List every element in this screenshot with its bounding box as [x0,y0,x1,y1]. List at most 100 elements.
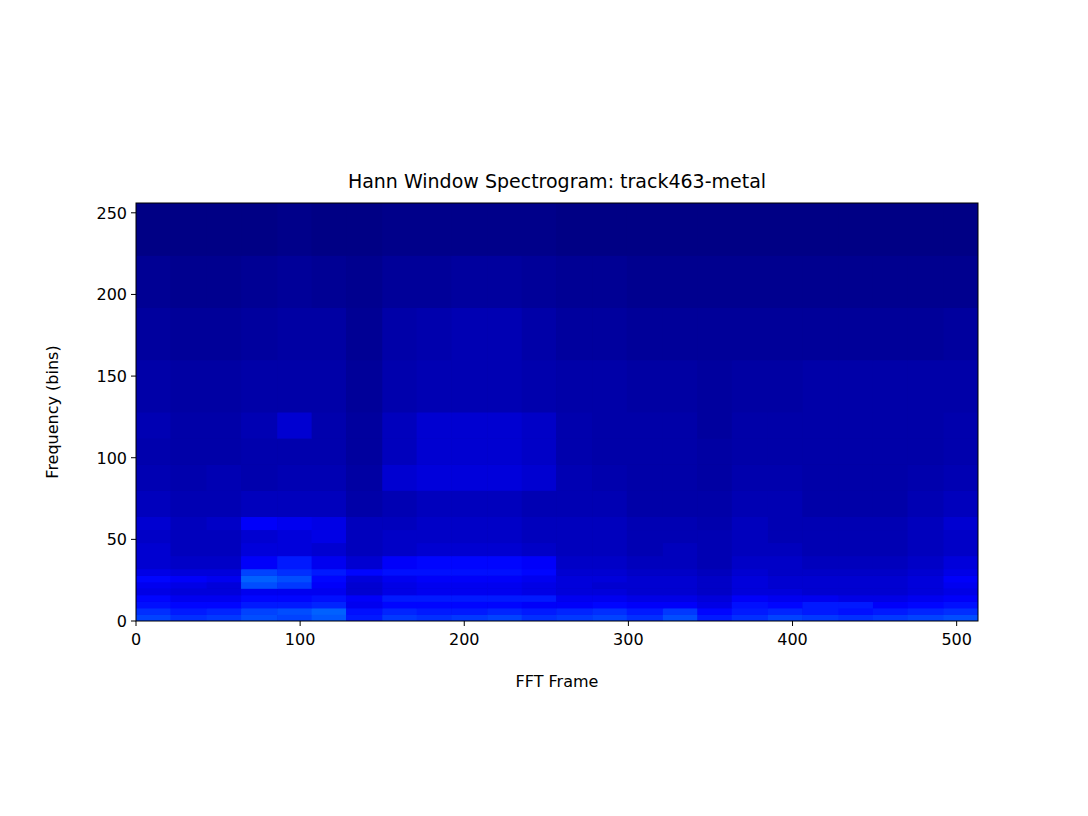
heat-cell [556,530,593,544]
heat-cell [207,517,242,531]
heat-cell [136,556,171,570]
heat-cell [768,255,803,308]
heat-cell [170,464,207,491]
heat-cell [451,360,488,413]
heat-cell [346,588,383,595]
heat-cell [241,517,278,531]
heat-cell [207,412,242,439]
x-axis-label: FFT Frame [516,672,599,691]
heat-cell [556,575,593,582]
heat-cell [802,255,839,308]
heat-cell [487,464,522,491]
heat-cell [802,575,839,582]
heat-cell [522,543,557,557]
y-tick [131,212,136,213]
heat-cell [346,308,383,361]
heat-cell [802,608,839,615]
x-tick-label: 100 [285,630,316,649]
heat-cell [382,360,417,413]
heat-cell [838,490,873,517]
heat-cell [207,601,242,608]
cells [136,203,978,621]
heat-cell [312,575,347,582]
heat-cell [732,614,769,621]
heat-cell [802,530,839,544]
heat-cell [241,588,278,595]
heat-cell [838,614,873,621]
heat-cell [417,490,452,517]
heat-cell [907,601,944,608]
heat-cell [627,255,664,308]
y-tick [131,457,136,458]
heat-cell [312,412,347,439]
heat-cell [346,203,383,256]
heat-cell [838,588,873,595]
heat-cell [944,595,978,602]
heat-cell [663,543,698,557]
heat-cell [944,601,978,608]
heat-cell [417,203,452,256]
heat-cell [277,464,312,491]
heat-cell [346,608,383,615]
heat-cell [732,255,769,308]
heat-cell [838,575,873,582]
heat-cell [944,608,978,615]
heat-cell [207,203,242,256]
heat-cell [627,614,664,621]
heat-cell [944,614,978,621]
heat-cell [838,543,873,557]
heat-cell [592,601,627,608]
heat-cell [451,608,488,615]
heat-cell [592,569,627,576]
heat-cell [838,412,873,439]
heat-cell [241,556,278,570]
heat-cell [382,308,417,361]
heat-cell [522,438,557,465]
heat-cell [907,203,944,256]
heat-cell [170,412,207,439]
heat-cell [907,308,944,361]
heat-cell [732,308,769,361]
heat-cell [802,308,839,361]
heat-cell [907,490,944,517]
y-tick [131,539,136,540]
heat-cell [241,490,278,517]
heat-cell [170,530,207,544]
heat-cell [592,575,627,582]
heat-cell [556,543,593,557]
heat-cell [838,556,873,570]
heat-cell [768,575,803,582]
heat-cell [732,582,769,589]
heat-cell [907,608,944,615]
heat-cell [312,530,347,544]
heat-cell [522,464,557,491]
heat-cell [382,255,417,308]
heat-cell [592,255,627,308]
heat-cell [944,412,978,439]
heat-cell [768,308,803,361]
heat-cell [312,490,347,517]
heat-cell [346,543,383,557]
heat-cell [382,464,417,491]
heat-cell [346,530,383,544]
heat-cell [346,556,383,570]
heat-cell [241,255,278,308]
heat-cell [277,569,312,576]
heat-cell [556,608,593,615]
heat-cell [873,608,908,615]
heat-cell [312,595,347,602]
heat-cell [697,360,732,413]
heat-cell [417,601,452,608]
heat-cell [627,490,664,517]
heat-cell [556,203,593,256]
heat-cell [382,588,417,595]
heat-cell [873,588,908,595]
heat-cell [732,543,769,557]
heat-cell [732,530,769,544]
heat-cell [487,412,522,439]
heat-cell [802,601,839,608]
heat-cell [312,360,347,413]
heat-cell [592,530,627,544]
heat-cell [768,614,803,621]
heat-cell [382,517,417,531]
